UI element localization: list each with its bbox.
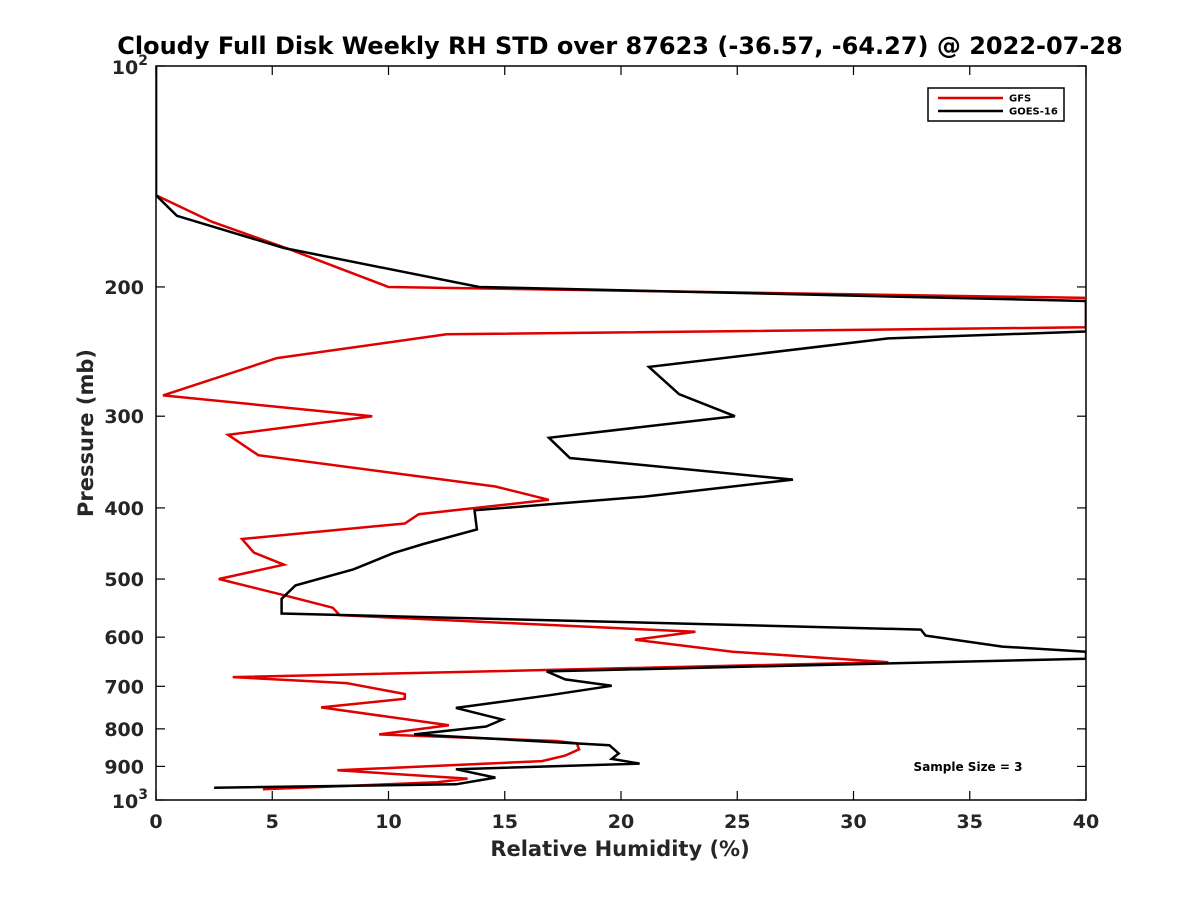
x-tick-label: 15 — [492, 811, 518, 833]
y-axis: 102 200 300 400 500 600 700 800 900 103 — [104, 53, 1086, 813]
y-tick-label: 900 — [104, 756, 144, 778]
y-tick-label: 102 — [112, 53, 148, 79]
series-layer — [156, 66, 1086, 791]
plot-area — [155, 65, 1087, 801]
x-tick-label: 0 — [149, 811, 162, 833]
legend-label: GOES-16 — [1009, 107, 1058, 118]
x-tick-label: 25 — [724, 811, 750, 833]
y-tick-label: 600 — [104, 627, 144, 649]
y-tick-label: 300 — [104, 406, 144, 428]
x-axis: 0 5 10 15 20 25 30 35 40 — [149, 66, 1099, 833]
y-tick-label: 700 — [104, 676, 144, 698]
y-tick-label: 500 — [104, 569, 144, 591]
x-tick-label: 10 — [375, 811, 401, 833]
x-tick-label: 5 — [266, 811, 279, 833]
x-tick-label: 30 — [840, 811, 866, 833]
y-axis-label: Pressure (mb) — [74, 349, 98, 517]
y-tick-label: 200 — [104, 277, 144, 299]
y-tick-label: 800 — [104, 719, 144, 741]
y-tick-label: 103 — [112, 787, 148, 813]
x-axis-label: Relative Humidity (%) — [490, 837, 749, 861]
sample-size-annotation: Sample Size = 3 — [914, 760, 1023, 774]
legend-box — [927, 87, 1065, 122]
y-tick-label: 400 — [104, 498, 144, 520]
series-line-goes-16 — [156, 66, 1086, 789]
legend-label: GFS — [1009, 94, 1031, 105]
x-tick-label: 20 — [608, 811, 634, 833]
x-tick-label: 35 — [957, 811, 983, 833]
chart-title: Cloudy Full Disk Weekly RH STD over 8762… — [117, 32, 1123, 60]
series-line-gfs — [156, 66, 1086, 791]
x-tick-label: 40 — [1073, 811, 1099, 833]
legend: GFS GOES-16 — [927, 87, 1065, 122]
